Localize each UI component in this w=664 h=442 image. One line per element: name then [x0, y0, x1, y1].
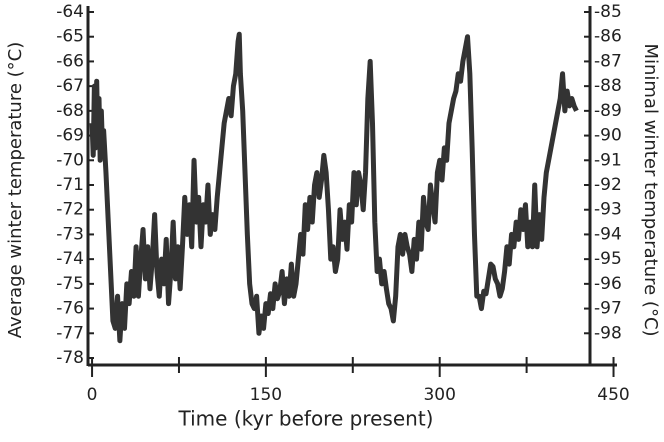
- y2-tick-label: -94: [594, 224, 622, 244]
- x-tick-label: 300: [423, 385, 455, 405]
- y-tick-label: -77: [56, 323, 84, 343]
- y-tick-label: -66: [56, 51, 84, 71]
- y-tick-label: -64: [56, 2, 84, 22]
- y-tick-label: -70: [56, 150, 84, 170]
- y-tick-label: -71: [56, 175, 84, 195]
- y2-tick-label: -88: [594, 76, 622, 96]
- y2-tick-label: -85: [594, 2, 622, 22]
- y-tick-label: -67: [56, 76, 84, 96]
- y-tick-label: -78: [56, 348, 84, 368]
- y-tick-label: -69: [56, 126, 84, 146]
- y2-tick-label: -90: [594, 126, 622, 146]
- y-tick-label: -75: [56, 274, 84, 294]
- x-tick-label: 450: [597, 385, 629, 405]
- y-tick-label: -72: [56, 200, 84, 220]
- y2-tick-label: -97: [594, 299, 622, 319]
- y-tick-label: -65: [56, 27, 84, 47]
- y2-tick-label: -93: [594, 200, 622, 220]
- y2-tick-label: -96: [594, 274, 622, 294]
- y2-tick-label: -89: [594, 101, 622, 121]
- x-tick-label: 150: [250, 385, 282, 405]
- y2-tick-label: -91: [594, 150, 622, 170]
- y2-tick-label: -87: [594, 51, 622, 71]
- y2-tick-label: -95: [594, 249, 622, 269]
- y2-tick-label: -92: [594, 175, 622, 195]
- y-tick-label: -68: [56, 101, 84, 121]
- y-tick-label: -73: [56, 224, 84, 244]
- y2-axis-title: Minimal winter temperature (°C): [640, 43, 661, 336]
- y2-tick-label: -86: [594, 27, 622, 47]
- x-tick-label: 0: [87, 385, 98, 405]
- data-line: [89, 31, 579, 344]
- y2-tick-label: -98: [594, 323, 622, 343]
- y-tick-label: -74: [56, 249, 84, 269]
- y-tick-label: -76: [56, 299, 84, 319]
- y-axis-title: Average winter temperature (°C): [5, 42, 26, 339]
- x-axis-title: Time (kyr before present): [178, 407, 434, 431]
